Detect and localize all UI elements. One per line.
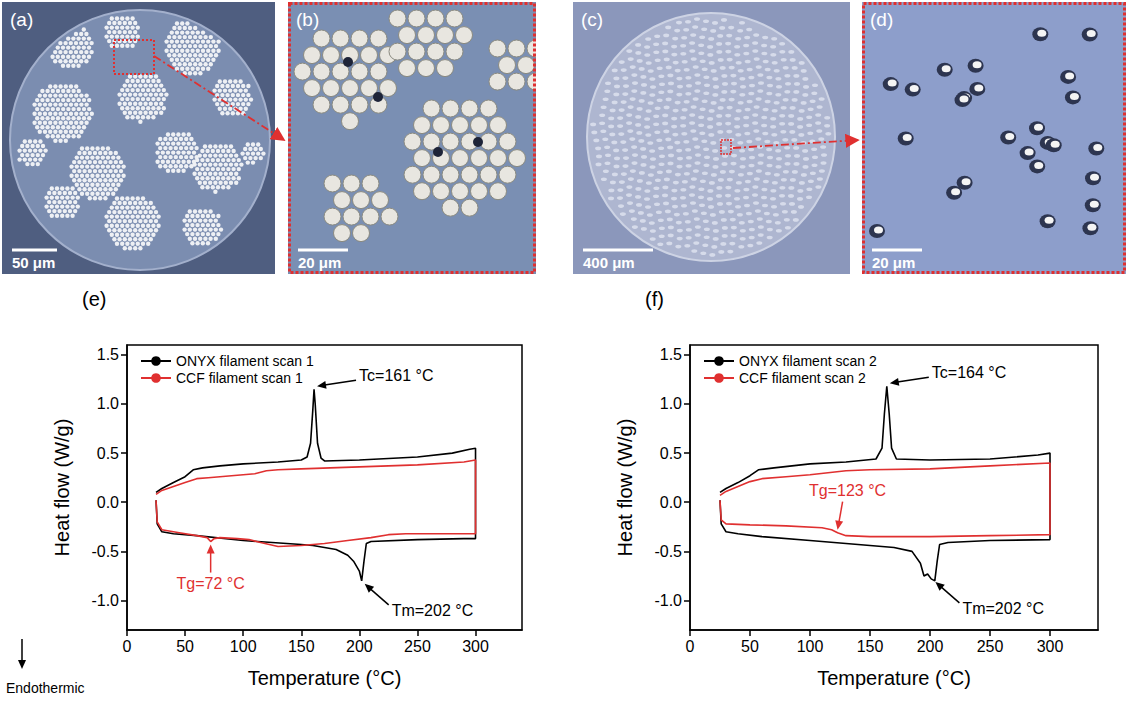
svg-text:100: 100 xyxy=(230,638,257,655)
svg-text:(c): (c) xyxy=(581,9,603,30)
svg-text:300: 300 xyxy=(1037,638,1064,655)
svg-text:0.5: 0.5 xyxy=(660,445,682,462)
svg-text:150: 150 xyxy=(857,638,884,655)
svg-text:1.5: 1.5 xyxy=(660,346,682,363)
svg-text:(b): (b) xyxy=(296,9,319,30)
svg-text:Tc=161 °C: Tc=161 °C xyxy=(359,367,433,384)
svg-text:(a): (a) xyxy=(10,9,33,30)
svg-text:Heat flow (W/g): Heat flow (W/g) xyxy=(614,419,636,557)
svg-text:200: 200 xyxy=(917,638,944,655)
svg-text:0.0: 0.0 xyxy=(660,494,682,511)
svg-text:Temperature (°C): Temperature (°C) xyxy=(817,667,971,689)
svg-text:ONYX filament scan 2: ONYX filament scan 2 xyxy=(739,353,877,369)
svg-text:1.0: 1.0 xyxy=(660,395,682,412)
svg-text:0: 0 xyxy=(123,638,132,655)
svg-text:250: 250 xyxy=(977,638,1004,655)
svg-text:Tm=202 °C: Tm=202 °C xyxy=(392,602,474,619)
svg-text:100: 100 xyxy=(797,638,824,655)
svg-text:-0.5: -0.5 xyxy=(654,543,682,560)
svg-text:Tc=164 °C: Tc=164 °C xyxy=(932,364,1006,381)
svg-text:Tg=72 °C: Tg=72 °C xyxy=(177,575,245,592)
svg-text:1.5: 1.5 xyxy=(97,346,119,363)
svg-text:CCF filament scan 2: CCF filament scan 2 xyxy=(739,370,866,386)
svg-text:CCF filament scan 1: CCF filament scan 1 xyxy=(176,370,303,386)
svg-text:0.5: 0.5 xyxy=(97,445,119,462)
svg-text:20 μm: 20 μm xyxy=(872,254,915,271)
svg-text:50: 50 xyxy=(176,638,194,655)
svg-text:Endothermic: Endothermic xyxy=(6,680,85,696)
svg-text:(d): (d) xyxy=(870,9,893,30)
svg-text:0.0: 0.0 xyxy=(97,494,119,511)
svg-text:(f): (f) xyxy=(645,288,664,310)
svg-text:20 μm: 20 μm xyxy=(298,254,341,271)
svg-text:300: 300 xyxy=(462,638,489,655)
svg-text:0: 0 xyxy=(686,638,695,655)
svg-text:Tg=123 °C: Tg=123 °C xyxy=(809,482,886,499)
svg-text:400 μm: 400 μm xyxy=(583,254,635,271)
svg-text:Heat flow (W/g): Heat flow (W/g) xyxy=(51,419,73,557)
svg-text:200: 200 xyxy=(346,638,373,655)
svg-text:(e): (e) xyxy=(82,288,106,310)
svg-text:-0.5: -0.5 xyxy=(91,543,119,560)
svg-text:150: 150 xyxy=(288,638,315,655)
svg-text:1.0: 1.0 xyxy=(97,395,119,412)
svg-text:-1.0: -1.0 xyxy=(654,592,682,609)
svg-text:50: 50 xyxy=(741,638,759,655)
svg-text:-1.0: -1.0 xyxy=(91,592,119,609)
svg-text:50 μm: 50 μm xyxy=(12,254,55,271)
svg-text:250: 250 xyxy=(404,638,431,655)
svg-text:Temperature (°C): Temperature (°C) xyxy=(248,667,402,689)
svg-text:ONYX filament scan 1: ONYX filament scan 1 xyxy=(176,353,314,369)
svg-text:Tm=202 °C: Tm=202 °C xyxy=(962,600,1044,617)
